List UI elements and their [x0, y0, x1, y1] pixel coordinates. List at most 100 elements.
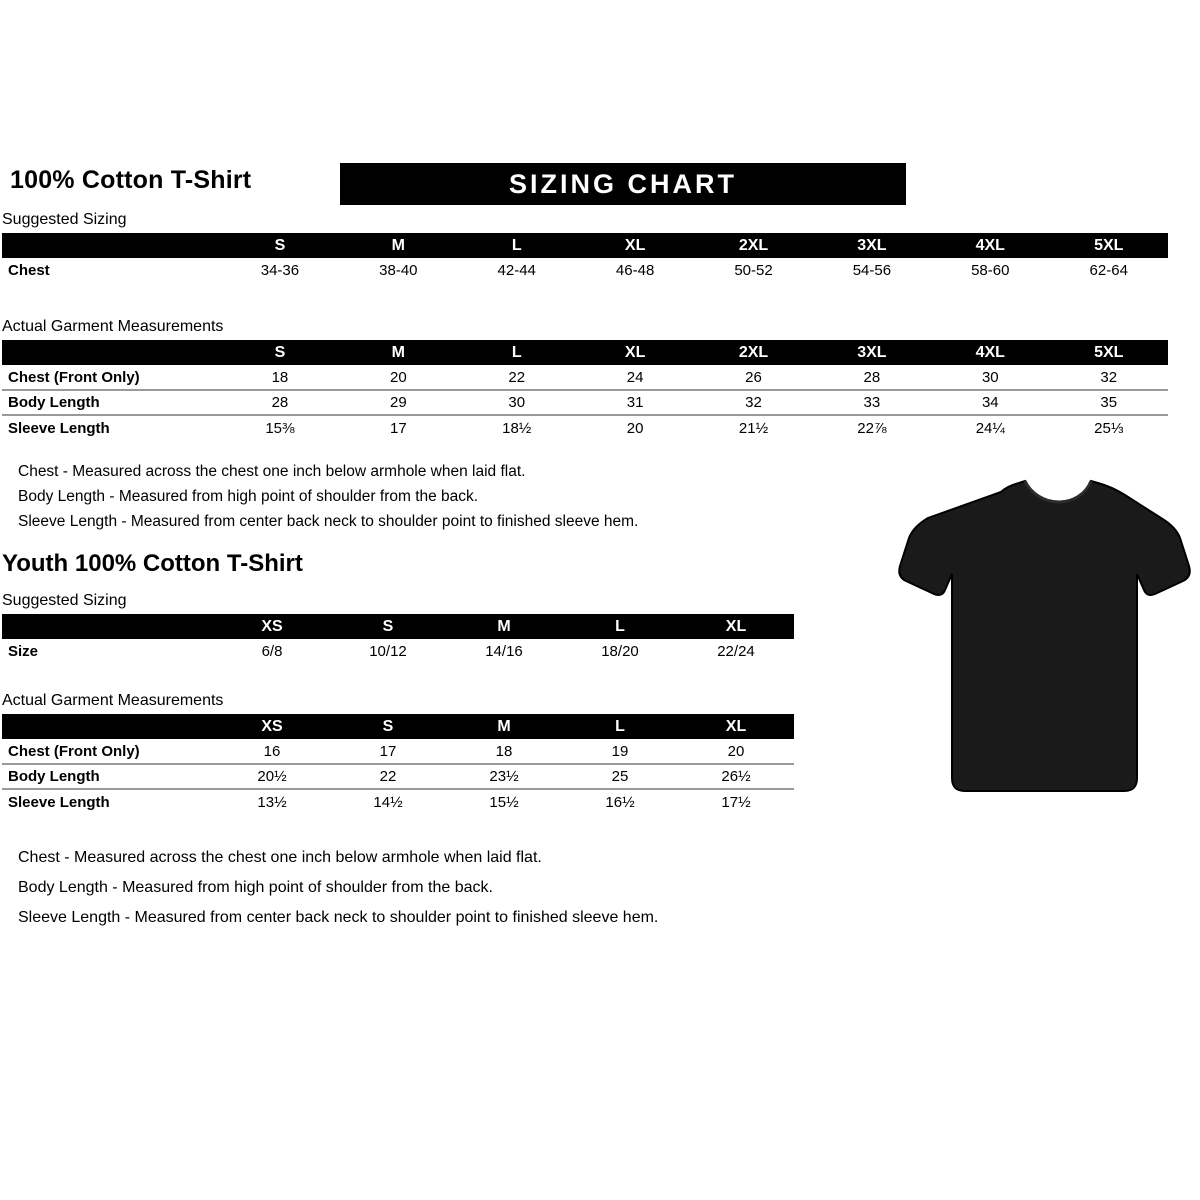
table-cell: 18/20	[562, 639, 678, 664]
column-header-XL: XL	[575, 340, 695, 365]
table-body: Chest (Front Only) 16 17 18 19 20 Body Length 2…	[2, 739, 794, 814]
table-row: Sleeve Length 15⅜ 17 18½ 20 21½ 22⅞ 24¼ 25⅓	[2, 414, 1168, 440]
table-cell: 58-60	[931, 258, 1050, 283]
youth-measurement-notes: Chest - Measured across the chest one in…	[18, 843, 658, 933]
table-cell: 35	[1049, 389, 1168, 415]
column-header-4XL: 4XL	[931, 233, 1050, 258]
row-label: Chest (Front Only)	[2, 739, 214, 764]
table-cell: 19	[562, 739, 678, 764]
table-header-row: XS S M L XL	[2, 714, 794, 739]
table-cell: 32	[694, 389, 813, 415]
table-cell: 25⅓	[1049, 414, 1168, 440]
table-row: Chest (Front Only) 16 17 18 19 20	[2, 739, 794, 764]
column-header-2XL: 2XL	[694, 233, 813, 258]
sizing-chart-banner-label: SIZING CHART	[509, 168, 737, 199]
table-cell: 28	[220, 389, 340, 415]
note-line: Sleeve Length - Measured from center bac…	[18, 513, 639, 530]
column-header-M: M	[446, 614, 562, 639]
column-header-S: S	[330, 714, 446, 739]
column-header-label	[2, 233, 221, 258]
table-cell: 23½	[446, 763, 562, 789]
column-header-label	[2, 714, 214, 739]
column-header-S: S	[220, 340, 340, 365]
table-header-row: S M L XL 2XL 3XL 4XL 5XL	[2, 340, 1168, 365]
table-cell: 22	[330, 763, 446, 789]
t-shirt-illustration	[898, 479, 1191, 792]
note-line: Chest - Measured across the chest one in…	[18, 849, 542, 866]
column-header-XL: XL	[575, 233, 695, 258]
column-header-label	[2, 614, 214, 639]
table-cell: 6/8	[214, 639, 330, 664]
column-header-S: S	[330, 614, 446, 639]
table-cell: 14/16	[446, 639, 562, 664]
table-cell: 24¼	[931, 414, 1050, 440]
table-cell: 18	[446, 739, 562, 764]
table-row: Body Length 28 29 30 31 32 33 34 35	[2, 389, 1168, 415]
table-cell: 18	[220, 365, 340, 390]
youth-garment-measurements-table: XS S M L XL Chest (Front Only) 16 17 18 19 20 Body…	[2, 714, 794, 814]
table-cell: 30	[457, 389, 576, 415]
column-header-label	[2, 340, 221, 365]
table-cell: 17½	[678, 788, 794, 814]
table-cell: 22	[457, 365, 576, 390]
row-label: Body Length	[2, 763, 214, 789]
adult-garment-measurements-table: S M L XL 2XL 3XL 4XL 5XL Chest (Front Only) 18 20…	[2, 340, 1168, 440]
table-cell: 25	[562, 763, 678, 789]
table-cell: 17	[330, 739, 446, 764]
adult-garment-measurements-label: Actual Garment Measurements	[2, 318, 224, 335]
table-cell: 10/12	[330, 639, 446, 664]
table-header-row: XS S M L XL	[2, 614, 794, 639]
column-header-4XL: 4XL	[931, 340, 1050, 365]
row-label: Chest	[2, 258, 221, 283]
table-header-row: S M L XL 2XL 3XL 4XL 5XL	[2, 233, 1168, 258]
table-cell: 22/24	[678, 639, 794, 664]
row-label: Sleeve Length	[2, 788, 214, 814]
table-cell: 31	[575, 389, 695, 415]
table-cell: 28	[812, 365, 932, 390]
table-body: Size 6/8 10/12 14/16 18/20 22/24	[2, 639, 794, 664]
column-header-XS: XS	[214, 614, 330, 639]
table-body: Chest (Front Only) 18 20 22 24 26 28 30 32 Body L…	[2, 365, 1168, 440]
table-cell: 17	[339, 414, 458, 440]
table-cell: 50-52	[694, 258, 813, 283]
note-line: Sleeve Length - Measured from center bac…	[18, 909, 659, 926]
column-header-L: L	[457, 340, 576, 365]
note-line: Body Length - Measured from high point o…	[18, 879, 493, 896]
table-cell: 14½	[330, 788, 446, 814]
table-cell: 20	[575, 414, 695, 440]
youth-suggested-sizing-table: XS S M L XL Size 6/8 10/12 14/16 18/20 22/24	[2, 614, 794, 664]
column-header-5XL: 5XL	[1049, 233, 1168, 258]
table-row: Body Length 20½ 22 23½ 25 26½	[2, 763, 794, 789]
table-cell: 34	[931, 389, 1050, 415]
table-cell: 29	[339, 389, 458, 415]
column-header-3XL: 3XL	[812, 340, 932, 365]
row-label: Body Length	[2, 389, 221, 415]
column-header-M: M	[446, 714, 562, 739]
table-row: Chest (Front Only) 18 20 22 24 26 28 30 32	[2, 365, 1168, 390]
table-body: Chest 34-36 38-40 42-44 46-48 50-52 54-56 58-60…	[2, 258, 1168, 283]
column-header-L: L	[562, 614, 678, 639]
table-cell: 38-40	[339, 258, 458, 283]
column-header-2XL: 2XL	[694, 340, 813, 365]
column-header-XS: XS	[214, 714, 330, 739]
note-line: Body Length - Measured from high point o…	[18, 488, 479, 505]
table-cell: 16	[214, 739, 330, 764]
column-header-3XL: 3XL	[812, 233, 932, 258]
table-cell: 62-64	[1049, 258, 1168, 283]
table-cell: 32	[1049, 365, 1168, 390]
adult-suggested-sizing-table: S M L XL 2XL 3XL 4XL 5XL Chest 34-36 38-40 42-44 46…	[2, 233, 1168, 283]
adult-section-title: 100% Cotton T-Shirt	[10, 166, 252, 194]
table-cell: 15⅜	[220, 414, 340, 440]
youth-section-title: Youth 100% Cotton T-Shirt	[2, 550, 303, 577]
table-cell: 46-48	[575, 258, 695, 283]
table-cell: 33	[812, 389, 932, 415]
table-cell: 30	[931, 365, 1050, 390]
column-header-M: M	[339, 233, 458, 258]
adult-header: 100% Cotton T-Shirt SIZING CHART	[10, 163, 1170, 209]
table-cell: 24	[575, 365, 695, 390]
table-cell: 54-56	[812, 258, 932, 283]
column-header-L: L	[562, 714, 678, 739]
column-header-S: S	[220, 233, 340, 258]
column-header-M: M	[339, 340, 458, 365]
